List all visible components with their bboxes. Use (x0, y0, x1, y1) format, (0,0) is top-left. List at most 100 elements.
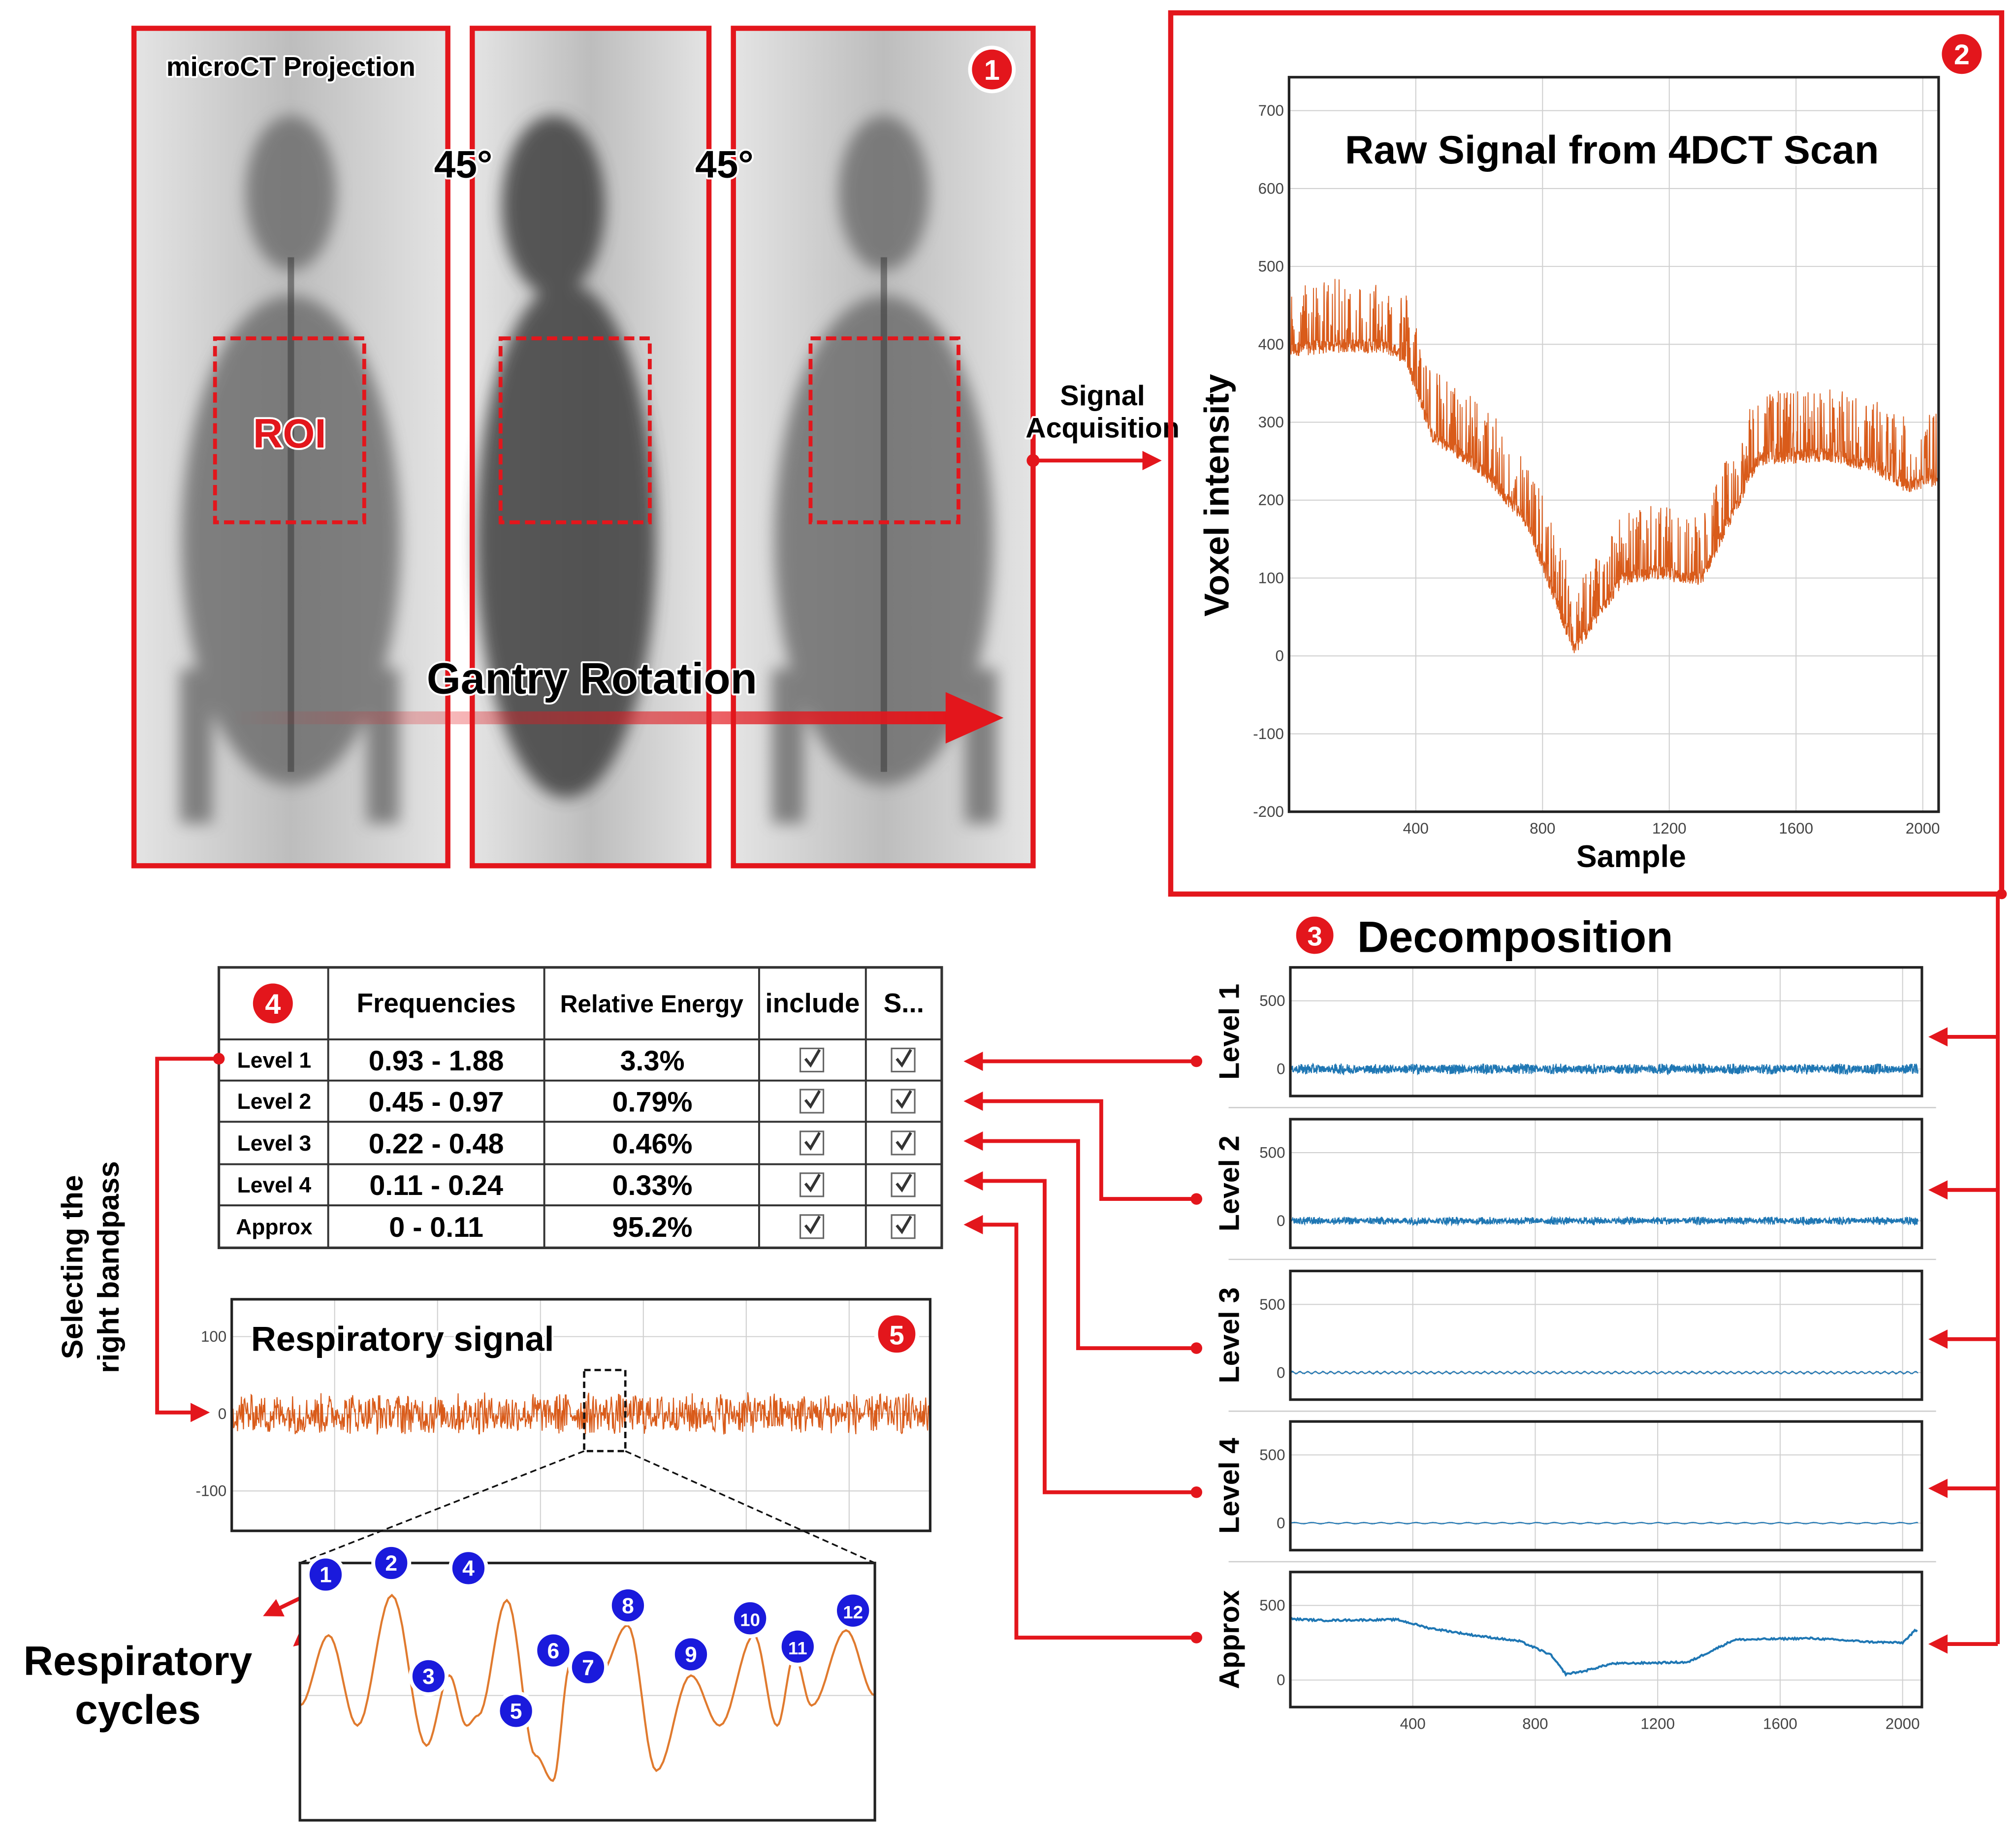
zoom-guide (625, 1450, 875, 1564)
x-tick-label: 800 (1530, 820, 1555, 837)
energy-cell: 95.2% (612, 1212, 693, 1243)
plot-border (1289, 966, 1923, 1097)
cycle-badge: 1 (305, 1554, 346, 1595)
s-checkbox[interactable] (891, 1214, 916, 1239)
y-tick-label: 0 (1277, 1672, 1285, 1689)
s-checkbox[interactable] (891, 1130, 916, 1156)
include-checkbox[interactable] (799, 1089, 825, 1114)
y-tick-label: -200 (1253, 803, 1284, 820)
cycle-badge: 3 (408, 1656, 448, 1696)
plot-area (300, 1563, 875, 1821)
cycle-badge: 6 (533, 1630, 574, 1671)
y-tick-label: -100 (1253, 725, 1284, 742)
x-tick-label: 2000 (1906, 820, 1940, 837)
decomposition-subplot-approx: 500 0 Approx 400 800 1200 1600 2000 (1212, 1571, 1923, 1733)
x-tick-label: 1600 (1763, 1715, 1797, 1733)
step-badge-1: 1 (968, 45, 1016, 94)
y-tick-label: 500 (1259, 1144, 1285, 1161)
step-badge-5: 5 (874, 1311, 920, 1357)
cycle-badge: 4 (448, 1548, 488, 1588)
gantry-label: Gantry Rotation (427, 654, 757, 703)
plot-border (1289, 1269, 1923, 1401)
include-checkbox[interactable] (799, 1172, 825, 1197)
x-axis-label: Sample (1576, 839, 1686, 874)
svg-text:12: 12 (843, 1602, 863, 1622)
step-badge-4: 4 (249, 979, 297, 1028)
plot-border (298, 1561, 876, 1822)
y-tick-label: 300 (1258, 414, 1284, 431)
row-label: Level 4 (237, 1173, 312, 1197)
column-header: S... (884, 988, 924, 1018)
y-tick-label: 700 (1258, 102, 1284, 119)
y-tick-label: 200 (1258, 491, 1284, 509)
table-row: Level 3 0.22 - 0.48 0.46% (235, 1128, 916, 1160)
connector-arrow (963, 1215, 1197, 1640)
cycle-badge: 5 (496, 1691, 536, 1731)
step-badge-2: 2 (1938, 30, 1986, 78)
include-checkbox[interactable] (799, 1047, 825, 1072)
y-tick-label: 0 (1277, 1515, 1285, 1532)
energy-cell: 0.46% (612, 1128, 693, 1160)
y-tick-label: 500 (1259, 1446, 1285, 1463)
include-checkbox[interactable] (799, 1130, 825, 1156)
y-tick-label: 500 (1258, 258, 1284, 275)
roi-label: ROI (253, 410, 326, 456)
energy-cell: 0.33% (612, 1170, 693, 1201)
respiratory-cycles-label: Respiratory cycles (22, 1636, 255, 1735)
svg-text:2: 2 (1954, 39, 1970, 71)
check-icon (804, 1173, 821, 1192)
gantry-arrow-head (945, 692, 1004, 744)
y-tick-label: 600 (1258, 180, 1284, 197)
decomposition-subplot-level2: 500 0 Level 2 (1212, 1118, 1936, 1260)
cycle-badge: 7 (568, 1647, 608, 1687)
table-row: Level 1 0.93 - 1.88 3.3% (235, 1045, 916, 1077)
cycle-badge: 2 (371, 1543, 412, 1583)
y-tick-label: 0 (1275, 647, 1283, 665)
plot-border (1289, 1118, 1923, 1249)
chart-title: Raw Signal from 4DCT Scan (1345, 128, 1879, 172)
cycle-badge: 12 (833, 1590, 873, 1631)
plot-area (1290, 1271, 1922, 1400)
x-tick-label: 400 (1400, 1715, 1426, 1733)
gantry-arrow-shaft (231, 711, 952, 724)
plot-border (1289, 1571, 1923, 1708)
connector-line (1996, 892, 2002, 1644)
decomposition-subplot-level1: 500 0 Level 1 (1212, 966, 1936, 1108)
check-icon (896, 1173, 912, 1192)
respiratory-signal-line (231, 1392, 931, 1435)
y-tick-label: 500 (1259, 992, 1285, 1009)
y-tick-label: 0 (1277, 1061, 1285, 1078)
acquisition-label: Acquisition (1025, 412, 1180, 444)
s-checkbox[interactable] (891, 1172, 916, 1197)
x-tick-label: 800 (1522, 1715, 1548, 1733)
check-icon (804, 1132, 821, 1151)
cycle-badge: 8 (608, 1585, 648, 1626)
plot-area (1290, 1421, 1922, 1550)
decomposition-subplot-level4: 500 0 Level 4 (1212, 1420, 1936, 1563)
acquisition-label: Signal (1060, 380, 1145, 412)
y-tick-label: 0 (1277, 1364, 1285, 1381)
y-tick-label: 0 (218, 1405, 226, 1422)
check-icon (896, 1215, 912, 1234)
svg-text:3: 3 (422, 1665, 435, 1689)
svg-text:cycles: cycles (75, 1686, 201, 1733)
respiratory-title: Respiratory signal (251, 1319, 554, 1358)
table-row: Approx 0 - 0.11 95.2% (234, 1212, 916, 1243)
subplot-label: Level 4 (1214, 1438, 1245, 1534)
include-checkbox[interactable] (799, 1214, 825, 1239)
roi-box (213, 336, 366, 524)
frequency-cell: 0 - 0.11 (389, 1212, 483, 1243)
svg-text:9: 9 (685, 1643, 697, 1667)
column-header: include (765, 988, 860, 1018)
svg-text:2: 2 (385, 1551, 397, 1576)
subplot-label: Level 1 (1214, 984, 1245, 1080)
svg-text:4: 4 (462, 1557, 475, 1581)
svg-text:7: 7 (582, 1656, 594, 1680)
s-checkbox[interactable] (891, 1047, 916, 1072)
svg-text:10: 10 (740, 1610, 760, 1630)
signal-acquisition-arrow: Signal Acquisition (1024, 378, 1182, 470)
s-checkbox[interactable] (891, 1089, 916, 1114)
plot-border (230, 1298, 932, 1532)
